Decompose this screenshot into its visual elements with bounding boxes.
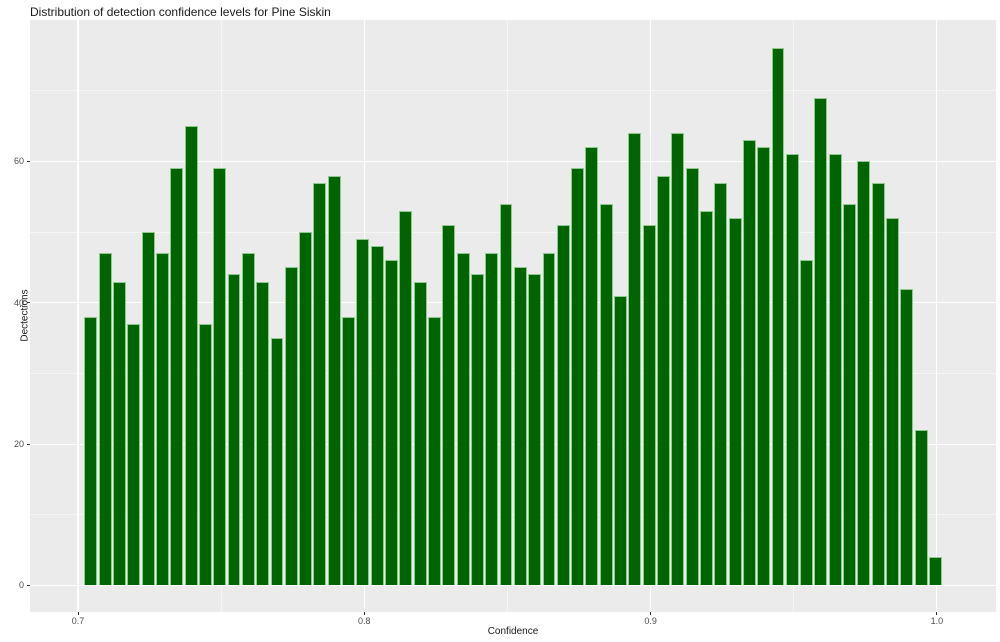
histogram-bar bbox=[771, 48, 785, 586]
histogram-bar bbox=[585, 147, 599, 586]
histogram-bar bbox=[785, 154, 799, 586]
x-tick-label: 0.9 bbox=[644, 616, 657, 626]
x-tick-label: 1.0 bbox=[930, 616, 944, 626]
histogram-bar bbox=[886, 217, 899, 586]
histogram-bar bbox=[127, 323, 141, 586]
histogram-bar bbox=[599, 203, 613, 586]
histogram-bar bbox=[914, 429, 928, 586]
histogram-bar bbox=[385, 260, 398, 586]
histogram-bar bbox=[542, 253, 556, 586]
histogram-bar bbox=[871, 182, 885, 586]
y-major-gridline bbox=[30, 443, 996, 445]
histogram-bar bbox=[556, 224, 570, 586]
histogram-bar bbox=[470, 274, 484, 586]
histogram-bar bbox=[370, 246, 384, 586]
y-major-gridline bbox=[30, 302, 996, 304]
histogram-bar bbox=[198, 323, 212, 586]
x-tick-mark bbox=[363, 612, 365, 615]
histogram-bar bbox=[699, 210, 713, 586]
y-tick-label: 0 bbox=[18, 580, 24, 591]
histogram-bar bbox=[628, 133, 642, 586]
histogram-bar bbox=[828, 154, 842, 586]
y-tick-mark bbox=[27, 160, 30, 162]
histogram-bar bbox=[642, 224, 656, 586]
y-tick-label: 20 bbox=[13, 439, 24, 450]
chart-title: Distribution of detection confidence lev… bbox=[30, 5, 331, 19]
histogram-bar bbox=[728, 217, 742, 586]
y-minor-gridline bbox=[30, 514, 996, 516]
histogram-bar bbox=[442, 224, 456, 586]
histogram-bar bbox=[313, 182, 327, 586]
histogram-bar bbox=[156, 253, 169, 586]
histogram-bar bbox=[413, 281, 427, 586]
histogram-bar bbox=[399, 210, 413, 586]
plot-panel bbox=[30, 20, 996, 612]
histogram-bar bbox=[284, 267, 298, 586]
histogram-bar bbox=[757, 147, 771, 586]
x-tick-mark bbox=[650, 612, 652, 615]
y-tick-label: 60 bbox=[13, 156, 24, 167]
histogram-bar bbox=[213, 168, 227, 586]
histogram-bar bbox=[270, 338, 284, 586]
histogram-bar bbox=[256, 281, 270, 586]
histogram-bar bbox=[499, 203, 513, 586]
histogram-bar bbox=[614, 295, 627, 586]
y-major-gridline bbox=[30, 584, 996, 587]
histogram-bar bbox=[227, 274, 241, 586]
x-tick-mark bbox=[77, 612, 79, 615]
y-tick-mark bbox=[27, 443, 30, 445]
histogram-bar bbox=[427, 316, 441, 586]
histogram-bar bbox=[513, 267, 527, 586]
histogram-bar bbox=[685, 168, 699, 586]
histogram-bar bbox=[800, 260, 814, 586]
histogram-bar bbox=[814, 97, 828, 586]
histogram-bar bbox=[857, 161, 871, 586]
histogram-bar bbox=[929, 557, 942, 586]
y-minor-gridline bbox=[30, 372, 996, 374]
x-major-gridline bbox=[77, 20, 79, 612]
histogram-bar bbox=[170, 168, 184, 586]
histogram-bar bbox=[714, 182, 728, 586]
y-tick-mark bbox=[27, 584, 30, 586]
histogram-bar bbox=[843, 203, 857, 586]
x-major-gridline bbox=[936, 20, 938, 612]
y-major-gridline bbox=[30, 160, 996, 162]
histogram-bar bbox=[456, 253, 470, 586]
histogram-bar bbox=[241, 253, 255, 586]
histogram-bar bbox=[113, 281, 126, 586]
x-tick-label: 0.8 bbox=[358, 616, 371, 626]
histogram-bar bbox=[571, 168, 585, 586]
y-minor-gridline bbox=[30, 231, 996, 233]
histogram-bar bbox=[98, 253, 112, 586]
histogram-bar bbox=[84, 316, 98, 586]
histogram-bar bbox=[900, 288, 914, 586]
x-axis-title: Confidence bbox=[487, 626, 539, 637]
histogram-bar bbox=[342, 316, 355, 586]
histogram-bar bbox=[356, 239, 370, 586]
x-tick-label: 0.7 bbox=[71, 616, 85, 626]
histogram-bar bbox=[657, 175, 670, 586]
y-tick-mark bbox=[27, 302, 30, 304]
y-axis-title: Dectections bbox=[19, 289, 31, 342]
histogram-bar bbox=[671, 133, 685, 586]
y-minor-gridline bbox=[30, 90, 996, 92]
histogram-bar bbox=[299, 232, 313, 586]
histogram-bar bbox=[528, 274, 542, 586]
histogram-bar bbox=[485, 253, 499, 586]
y-tick-label: 40 bbox=[13, 297, 24, 308]
histogram-bar bbox=[141, 232, 155, 586]
histogram-bar bbox=[742, 140, 756, 586]
x-tick-mark bbox=[936, 612, 938, 615]
histogram-bar bbox=[327, 175, 341, 586]
histogram-bar bbox=[184, 126, 198, 586]
